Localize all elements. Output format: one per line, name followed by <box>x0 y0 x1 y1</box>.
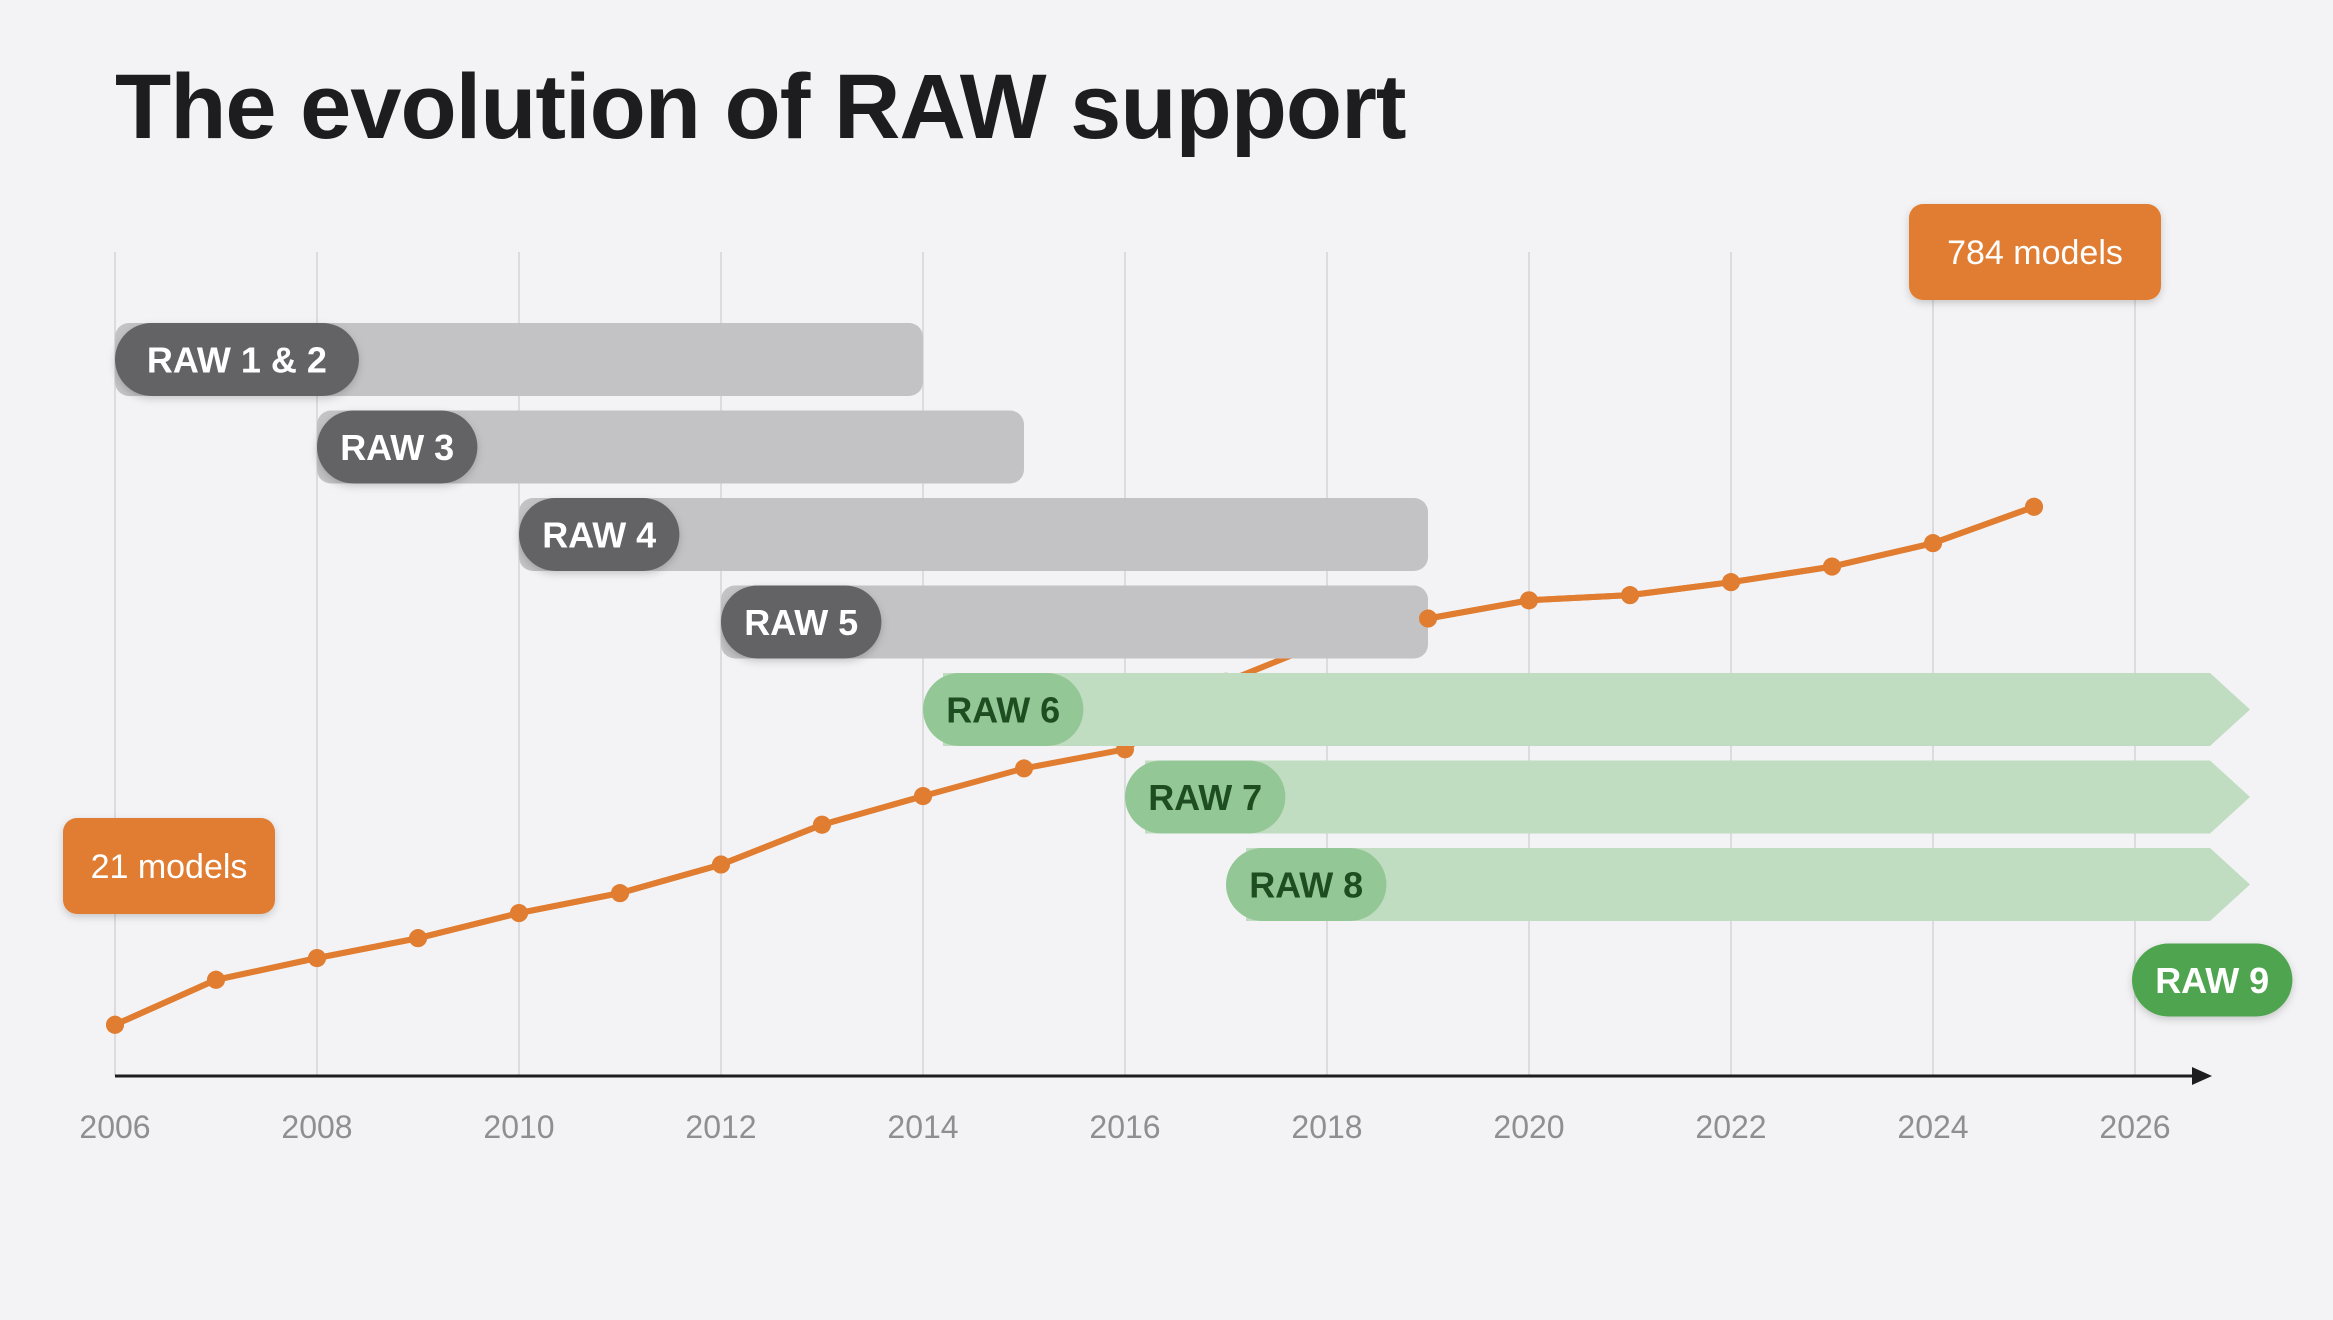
x-tick-label: 2024 <box>1897 1109 1968 1145</box>
data-point <box>914 787 932 806</box>
bar-body <box>519 498 1428 571</box>
data-point <box>106 1015 124 1034</box>
bar-label-pill <box>1226 848 1387 921</box>
callouts: 21 models 784 models <box>63 204 2161 914</box>
x-axis: 2006 2008 2010 2012 2014 2016 2018 2020 2022 2024… <box>79 1067 2212 1145</box>
bar-label: RAW 6 <box>946 690 1060 731</box>
x-tick-label: 2020 <box>1493 1109 1564 1145</box>
bar-label-pill <box>1125 760 1286 834</box>
callout-end: 784 models <box>1909 204 2161 300</box>
timeline-bar: RAW 9 <box>2132 943 2293 1017</box>
callout-text: 21 models <box>91 848 248 886</box>
data-point <box>1015 759 1033 778</box>
data-point <box>712 855 730 874</box>
callout-box <box>63 818 275 914</box>
timeline-bar: RAW 1 & 2 <box>115 323 923 396</box>
timeline-bar: RAW 6 <box>923 673 2250 746</box>
timeline-bar: RAW 8 <box>1226 848 2250 921</box>
x-tick-label: 2018 <box>1291 1109 1362 1145</box>
x-tick-label: 2016 <box>1089 1109 1160 1145</box>
x-tick-label: 2010 <box>483 1109 554 1145</box>
bar-label-pill <box>519 498 680 571</box>
data-point <box>409 929 427 948</box>
data-point <box>2025 497 2043 516</box>
bar-label-pill <box>317 410 478 484</box>
data-point <box>813 815 831 834</box>
data-point <box>1924 534 1942 553</box>
bar-body <box>317 410 1024 484</box>
x-tick-label: 2014 <box>887 1109 958 1145</box>
x-tick-label: 2022 <box>1695 1109 1766 1145</box>
timeline-bars: RAW 1 & 2 RAW 3 RAW 4 RAW 5 RAW 6 RAW 7 RAW 8 R… <box>115 323 2293 1017</box>
timeline-bar: RAW 3 <box>317 410 1024 484</box>
bar-body <box>721 585 1428 659</box>
data-point <box>1520 591 1538 610</box>
bar-label: RAW 8 <box>1249 865 1363 906</box>
timeline-bar: RAW 5 <box>721 585 1428 659</box>
bar-body <box>1145 760 2250 834</box>
x-tick-label: 2012 <box>685 1109 756 1145</box>
data-point <box>611 884 629 903</box>
data-point <box>308 949 326 968</box>
bar-label: RAW 4 <box>542 515 656 556</box>
bar-label: RAW 9 <box>2155 960 2269 1001</box>
page-title: The evolution of RAW support <box>115 56 1407 158</box>
data-point <box>207 970 225 989</box>
callout-start: 21 models <box>63 818 275 914</box>
bar-label-pill <box>923 673 1084 746</box>
bar-label: RAW 7 <box>1148 777 1262 818</box>
x-tick-label: 2008 <box>281 1109 352 1145</box>
callout-box <box>1909 204 2161 300</box>
data-point <box>1621 586 1639 605</box>
x-axis-arrow <box>2192 1067 2212 1085</box>
data-point <box>1419 609 1437 628</box>
data-point <box>510 904 528 923</box>
model-count-line-front <box>106 497 2043 1034</box>
bar-body <box>1246 848 2250 921</box>
data-point <box>1722 573 1740 592</box>
bar-label-pill <box>721 585 882 659</box>
timeline-bar: RAW 7 <box>1125 760 2250 834</box>
x-tick-label: 2026 <box>2099 1109 2170 1145</box>
bar-label-pill <box>2132 943 2293 1017</box>
timeline-bar: RAW 4 <box>519 498 1428 571</box>
bar-label: RAW 1 & 2 <box>147 340 327 381</box>
callout-text: 784 models <box>1947 234 2123 272</box>
bar-body <box>943 673 2250 746</box>
data-point <box>1823 557 1841 576</box>
x-tick-label: 2006 <box>79 1109 150 1145</box>
bar-label-pill <box>115 323 359 396</box>
bar-label: RAW 3 <box>340 427 454 468</box>
bar-label: RAW 5 <box>744 602 858 643</box>
